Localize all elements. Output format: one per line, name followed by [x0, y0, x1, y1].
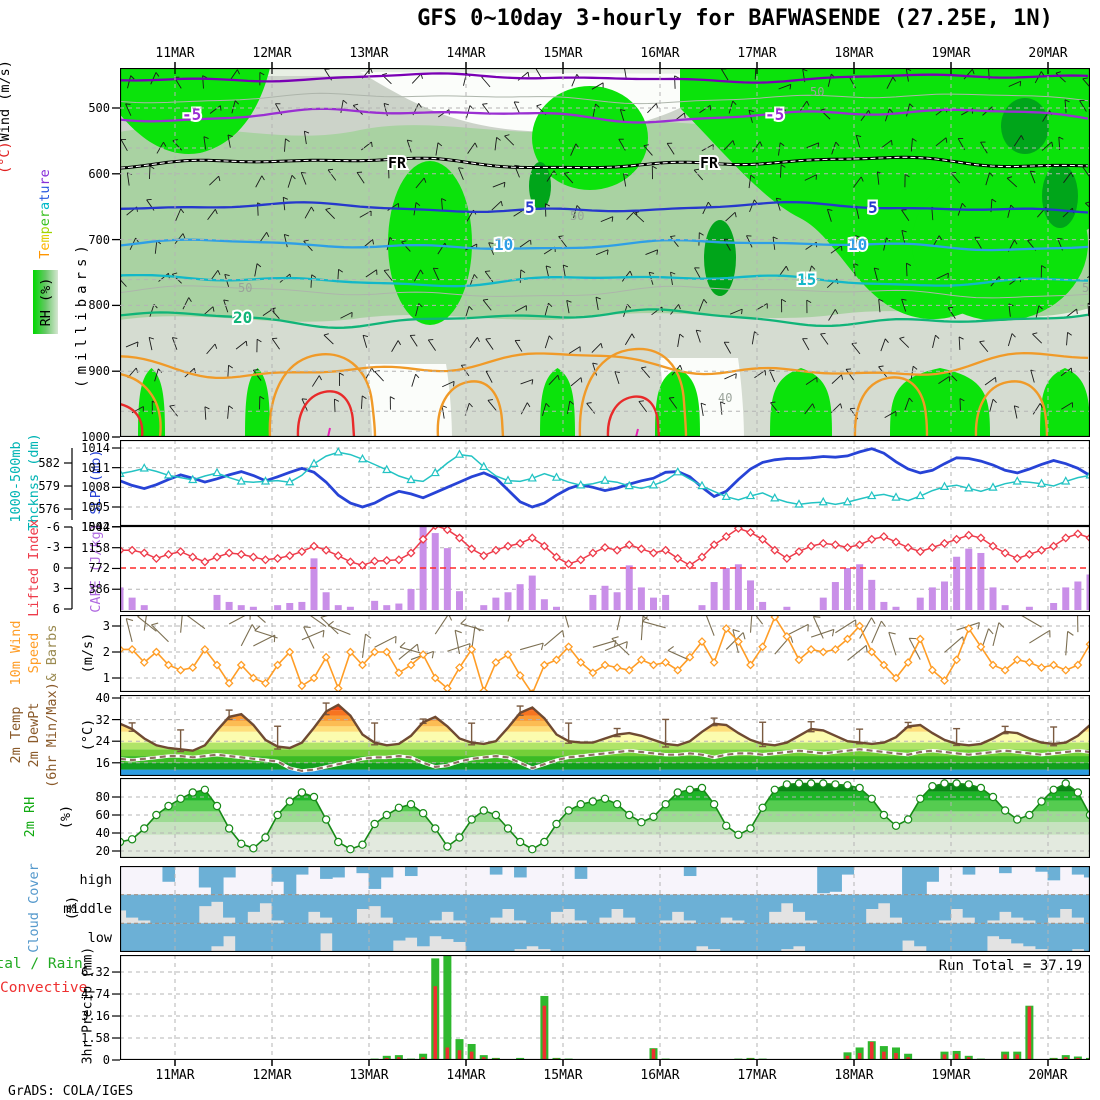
tick-label: 40: [95, 691, 110, 705]
tick-label: 18MAR: [834, 1068, 874, 1083]
cape-lifted-index-panel: [120, 526, 1090, 612]
tick-label: 19MAR: [931, 46, 971, 61]
tick-label: 14MAR: [446, 1068, 486, 1083]
tick-label: 11MAR: [155, 1068, 195, 1083]
tick-label: 11MAR: [155, 46, 195, 61]
tick-label: 1014: [81, 441, 110, 455]
tick-label: 1011: [81, 460, 110, 475]
tick-label: 6.32: [81, 965, 110, 980]
tick-label: 1.58: [81, 1031, 110, 1045]
svg-text:5: 5: [868, 198, 878, 217]
svg-text:40: 40: [718, 391, 732, 405]
run-total: Run Total = 37.19: [938, 958, 1082, 974]
precip-legend-total: Total / Rain: [0, 956, 83, 972]
tick-label: 20MAR: [1028, 46, 1068, 61]
tick-label: 582: [38, 456, 60, 470]
upper-air-panel: -5-5FRFR55101015205050505040: [120, 68, 1090, 437]
tick-label: 60: [95, 808, 110, 822]
tick-label: 1544: [81, 519, 110, 534]
tick-label: 16: [95, 755, 110, 770]
tick-label: 32: [95, 712, 110, 727]
tick-label: high: [79, 872, 112, 889]
tick-label: 12MAR: [252, 1068, 292, 1083]
svg-text:15: 15: [797, 270, 816, 289]
tick-label: 1000: [81, 430, 110, 444]
tick-label: 1005: [81, 499, 110, 514]
label-degc: (°C): [0, 141, 13, 174]
svg-text:50: 50: [570, 209, 584, 223]
tick-label: 16MAR: [640, 46, 680, 61]
tick-label: 576: [38, 502, 60, 517]
tick-label: 17MAR: [737, 1068, 777, 1083]
rh-legend-chip: [33, 270, 58, 334]
tick-label: 0: [102, 1053, 110, 1067]
tick-label: middle: [63, 901, 112, 917]
page-title: GFS 0~10day 3-hourly for BAFWASENDE (27.…: [417, 6, 1053, 31]
tick-label: 500: [88, 101, 110, 115]
tick-label: 13MAR: [349, 1068, 389, 1083]
svg-text:FR: FR: [388, 154, 407, 172]
tick-label: 1002: [81, 519, 110, 534]
tick-label: 6: [52, 601, 60, 616]
svg-text:10: 10: [848, 235, 867, 254]
label-wind-ms: Wind (m/s): [0, 60, 13, 142]
tick-label: 12MAR: [252, 46, 292, 61]
tick-label: 24: [95, 734, 110, 749]
tick-label: 3: [52, 581, 60, 596]
tick-label: 600: [88, 166, 110, 181]
svg-text:20: 20: [233, 308, 252, 327]
cloud-cover-panel: [120, 866, 1090, 952]
tick-label: 3: [102, 619, 110, 633]
temp2m-panel: [120, 695, 1090, 776]
tick-label: 3.16: [81, 1009, 110, 1023]
tick-label: 40: [95, 826, 110, 840]
tick-label: 80: [95, 790, 110, 804]
tick-label: 1: [102, 671, 110, 685]
rh2m-panel: [120, 778, 1090, 858]
slp-thickness-panel: [120, 440, 1090, 526]
tick-label: 17MAR: [737, 46, 777, 61]
tick-label: 1158: [81, 540, 110, 555]
tick-label: low: [87, 929, 112, 946]
tick-label: 19MAR: [931, 1068, 971, 1083]
tick-label: 700: [88, 232, 110, 247]
tick-label: 1008: [81, 480, 110, 495]
tick-label: 20MAR: [1028, 1068, 1068, 1083]
tick-label: 579: [38, 479, 60, 493]
svg-text:5: 5: [525, 198, 535, 217]
tick-label: 16MAR: [640, 1068, 680, 1083]
wind10m-panel: [120, 615, 1090, 692]
tick-label: 386: [88, 582, 110, 597]
tick-label: 0: [52, 560, 60, 575]
svg-text:-5: -5: [182, 105, 201, 124]
tick-label: 900: [88, 364, 110, 379]
svg-text:FR: FR: [700, 154, 719, 172]
tick-label: 20: [95, 844, 110, 858]
label-cloud-cover: Cloud Cover: [26, 863, 42, 953]
grads-credit: GrADS: COLA/IGES: [8, 1084, 134, 1099]
tick-label: 18MAR: [834, 46, 874, 61]
label-wind-degc: (°C)Wind (m/s): [0, 7, 13, 227]
tick-label: 4.74: [81, 987, 110, 1002]
tick-label: 13MAR: [349, 46, 389, 61]
tick-label: 2: [102, 645, 110, 659]
svg-text:-5: -5: [765, 105, 784, 124]
tick-label: -6: [45, 520, 60, 534]
precip-legend-convective: Convective: [0, 980, 88, 996]
svg-text:50: 50: [810, 85, 824, 99]
tick-label: 772: [88, 561, 110, 576]
svg-text:50: 50: [1082, 281, 1090, 295]
tick-label: 800: [88, 298, 110, 313]
tick-label: 14MAR: [446, 46, 486, 61]
tick-label: -3: [45, 540, 60, 555]
precip-panel: [120, 955, 1090, 1060]
tick-label: 15MAR: [543, 1068, 583, 1083]
tick-label: 15MAR: [543, 46, 583, 61]
svg-text:50: 50: [238, 281, 252, 295]
